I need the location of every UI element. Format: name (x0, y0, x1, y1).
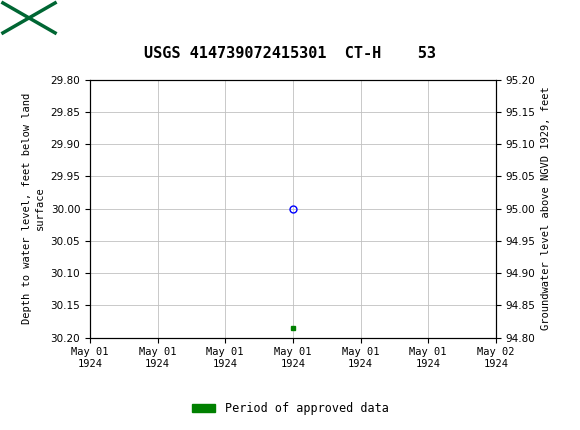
Text: USGS: USGS (61, 10, 108, 25)
FancyBboxPatch shape (3, 3, 55, 33)
Text: USGS 414739072415301  CT-H    53: USGS 414739072415301 CT-H 53 (144, 46, 436, 61)
Legend: Period of approved data: Period of approved data (187, 397, 393, 420)
Y-axis label: Depth to water level, feet below land
surface: Depth to water level, feet below land su… (21, 93, 45, 324)
Y-axis label: Groundwater level above NGVD 1929, feet: Groundwater level above NGVD 1929, feet (541, 87, 551, 330)
